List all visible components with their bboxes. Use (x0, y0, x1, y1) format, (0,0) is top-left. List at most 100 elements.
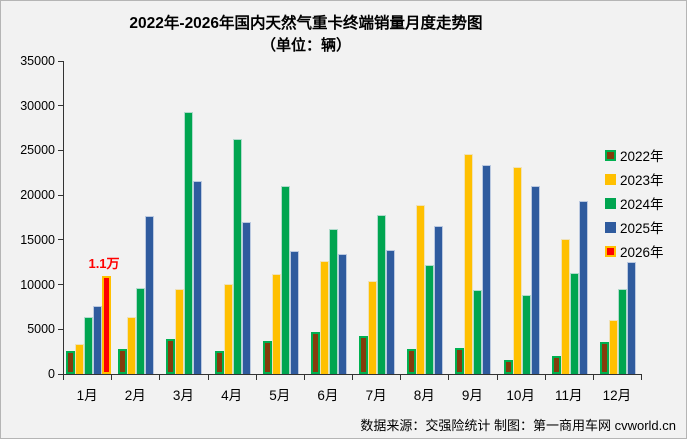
bar-2025年-1月 (92, 306, 102, 374)
bar-2026年-1月 (101, 275, 111, 374)
x-tick (63, 375, 64, 380)
x-tick (496, 375, 498, 380)
y-axis-labels: 0 5000 10000 15000 20000 25000 30000 35000 (1, 54, 55, 381)
x-tick-label: 5月 (269, 388, 291, 403)
bar-2023年-7月 (368, 281, 378, 374)
bar-2025年-10月 (530, 186, 540, 374)
bar-2023年-11月 (560, 238, 570, 374)
legend-label: 2022年 (620, 149, 664, 164)
bar-group-8月 (401, 61, 449, 374)
x-axis-ticks (63, 375, 642, 380)
bar-2023年-9月 (464, 154, 474, 374)
bar-2024年-11月 (569, 272, 579, 374)
bar-2025年-12月 (626, 262, 636, 374)
y-tick-label: 10000 (20, 277, 55, 292)
x-tick-label: 1月 (76, 388, 98, 403)
bar-2023年-1月 (74, 343, 84, 374)
legend-item-2025年: 2025年 (605, 215, 664, 239)
x-tick (641, 375, 642, 380)
bar-2023年-8月 (416, 204, 426, 374)
x-axis-labels: 1月 2月 3月 4月 5月 6月 7月 8月 9月 10月 11月 12月 (63, 384, 641, 404)
y-tick-label: 35000 (20, 54, 55, 68)
bar-2025年-11月 (578, 201, 588, 374)
bar-group-9月 (449, 61, 497, 374)
x-tick (400, 375, 402, 380)
bar-2024年-12月 (617, 289, 627, 374)
source-credit: 数据来源：交强险统计 制图：第一商用车网 cvworld.cn (360, 418, 676, 433)
x-tick-label: 9月 (461, 388, 483, 403)
x-tick-label: 8月 (413, 388, 435, 403)
bar-2024年-1月 (83, 316, 93, 374)
bar-group-11月 (546, 61, 594, 374)
y-tick (58, 239, 63, 241)
y-tick (58, 105, 63, 107)
plot-area: 1.1万 (63, 61, 642, 375)
x-tick (448, 375, 450, 380)
y-tick (58, 194, 63, 196)
legend-swatch-icon (605, 221, 616, 233)
bar-2024年-9月 (473, 289, 483, 374)
bar-group-7月 (353, 61, 401, 374)
bar-group-10月 (498, 61, 546, 374)
bar-2023年-3月 (175, 289, 185, 374)
bar-2025年-7月 (386, 249, 396, 374)
data-label-2026年: 1.1万 (88, 255, 120, 271)
bar-2022年-2月 (118, 348, 128, 374)
y-tick-label: 15000 (20, 232, 55, 247)
y-tick-label: 20000 (20, 188, 55, 203)
bar-2022年-4月 (214, 350, 224, 374)
chart-title: 2022年-2026年国内天然气重卡终端销量月度走势图 (129, 15, 483, 32)
x-tick (352, 375, 353, 380)
bar-2024年-5月 (280, 186, 290, 374)
bar-2023年-5月 (271, 273, 281, 374)
x-tick-label: 6月 (317, 388, 339, 403)
legend-swatch-icon (605, 149, 616, 161)
x-tick-label: 3月 (172, 388, 194, 403)
y-tick-label: 0 (48, 367, 55, 381)
x-tick-label: 10月 (506, 388, 535, 403)
legend: 2022年 2023年 2024年 2025年 2026年 (605, 143, 664, 263)
bar-2023年-6月 (319, 261, 329, 374)
bar-2024年-8月 (425, 264, 435, 374)
bar-2022年-6月 (310, 331, 320, 374)
bar-group-1月 (64, 61, 112, 374)
x-tick (303, 375, 305, 380)
x-tick (111, 375, 113, 380)
y-tick-label: 25000 (20, 143, 55, 158)
bar-2022年-12月 (599, 341, 609, 374)
x-tick-label: 12月 (602, 388, 632, 403)
bar-2024年-7月 (377, 214, 387, 374)
bar-2025年-5月 (289, 250, 299, 374)
x-tick (255, 375, 257, 380)
bar-group-12月 (594, 61, 642, 374)
y-tick (58, 149, 63, 151)
y-tick-label: 30000 (20, 98, 55, 113)
legend-label: 2023年 (620, 173, 664, 188)
bar-group-4月 (209, 61, 257, 374)
bar-2022年-7月 (359, 336, 369, 374)
x-tick-label: 11月 (554, 388, 583, 403)
bar-2022年-1月 (65, 350, 75, 374)
bar-2025年-6月 (337, 254, 347, 374)
bar-2022年-5月 (262, 340, 272, 374)
legend-label: 2026年 (620, 245, 664, 260)
bar-2025年-3月 (193, 180, 203, 374)
bar-group-6月 (305, 61, 353, 374)
bar-2024年-2月 (136, 288, 146, 374)
legend-swatch-icon (605, 245, 616, 257)
bar-2022年-11月 (551, 356, 561, 374)
chart-subtitle: （单位：辆） (260, 37, 351, 54)
bar-2023年-10月 (512, 166, 522, 374)
bar-2024年-6月 (328, 229, 338, 374)
y-tick-label: 5000 (27, 322, 55, 337)
bar-2024年-4月 (232, 138, 242, 374)
bar-group-3月 (160, 61, 208, 374)
legend-swatch-icon (605, 197, 616, 209)
x-tick (592, 375, 594, 380)
bar-2022年-10月 (503, 359, 513, 374)
bar-2025年-9月 (482, 164, 492, 374)
legend-item-2022年: 2022年 (605, 143, 664, 167)
bar-2024年-10月 (521, 295, 531, 374)
bar-group-5月 (257, 61, 305, 374)
